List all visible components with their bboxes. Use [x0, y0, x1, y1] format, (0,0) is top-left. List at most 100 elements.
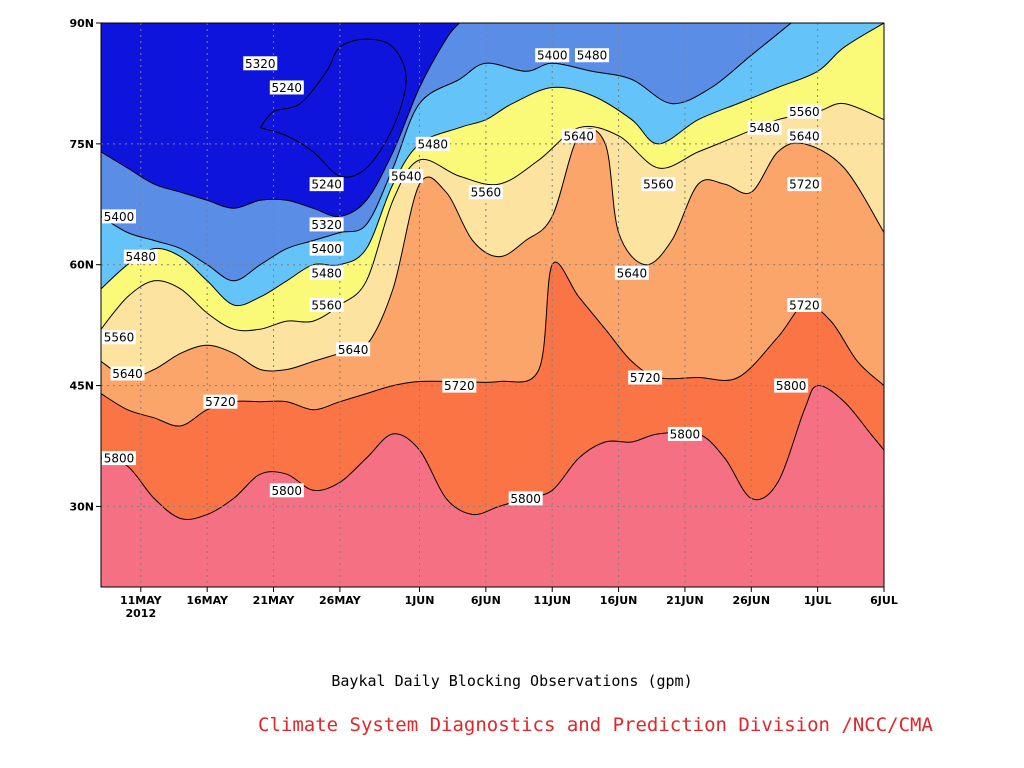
contour-label-bg — [102, 451, 136, 466]
contour-label: 5800 — [272, 484, 303, 498]
contour-label-group: 5400 — [535, 48, 570, 63]
contour-label-group: 5320 — [309, 217, 344, 232]
contour-label: 5560 — [311, 299, 342, 313]
contour-line-5320 — [101, 23, 460, 218]
contour-label: 5720 — [789, 299, 820, 313]
fill-trough-5240 — [260, 39, 407, 178]
contour-label-bg — [442, 378, 477, 393]
contour-label-group: 5800 — [269, 483, 304, 498]
contour-label: 5800 — [104, 452, 135, 466]
contour-label: 5480 — [577, 49, 608, 63]
contour-label-bg — [508, 491, 543, 506]
x-tick-label: 6JUN — [471, 594, 501, 607]
x-tick-label: 11JUN — [533, 594, 571, 607]
contour-label-group: 5320 — [243, 56, 278, 71]
contour-label: 5640 — [617, 266, 648, 280]
contour-line-5560 — [101, 102, 884, 332]
contour-label-group: 5560 — [641, 177, 676, 192]
contour-label-group: 5560 — [309, 298, 344, 313]
contour-label: 5480 — [418, 137, 449, 151]
contour-label-group: 5640 — [110, 366, 145, 381]
contour-label-group: 5720 — [442, 378, 477, 393]
contour-label: 5720 — [630, 371, 661, 385]
contour-label-bg — [102, 330, 136, 345]
contour-label-group: 5720 — [203, 394, 238, 409]
contour-label: 5480 — [311, 266, 342, 280]
contour-label: 5560 — [643, 178, 674, 192]
contour-label-bg — [628, 370, 663, 385]
contour-label-bg — [787, 128, 822, 143]
contour-label: 5640 — [338, 343, 369, 357]
contour-label-bg — [309, 298, 344, 312]
contour-label-bg — [787, 177, 822, 192]
contour-label: 5800 — [670, 427, 701, 441]
contour-label-group: 5800 — [667, 426, 702, 441]
contour-label: 5560 — [789, 105, 820, 119]
contour-label: 5480 — [749, 121, 780, 135]
x-tick-label: 21JUN — [666, 594, 704, 607]
contour-label-bg — [415, 136, 450, 151]
contour-label-group: 5560 — [102, 330, 136, 345]
contour-label-bg — [102, 209, 136, 224]
contour-label-group: 5480 — [747, 120, 782, 135]
x-tick-year: 2012 — [126, 607, 157, 620]
contour-label-bg — [774, 378, 809, 393]
contour-label-group: 5800 — [102, 451, 136, 466]
contour-label: 5240 — [311, 178, 342, 192]
chart-subtitle: Baykal Daily Blocking Observations (gpm) — [331, 672, 693, 690]
contour-label: 5720 — [789, 178, 820, 192]
contour-label-group: 5560 — [787, 104, 822, 119]
contour-labels: 5240 5240 5320 5320 5400 5400 5400 5480 5480 5480… — [102, 48, 822, 506]
contour-label-group: 5400 — [309, 241, 344, 256]
contour-line-5800 — [101, 385, 884, 520]
contour-label-bg — [203, 394, 238, 409]
contour-label: 5640 — [112, 367, 143, 381]
contour-label-bg — [667, 426, 702, 441]
x-tick-label: 16JUN — [600, 594, 638, 607]
contour-label: 5400 — [537, 49, 568, 63]
x-tick-label: 26MAY — [319, 594, 362, 607]
y-tick-label: 90N — [69, 17, 94, 30]
contour-line-5480 — [101, 23, 884, 307]
contour-label: 5720 — [444, 379, 475, 393]
contour-line-5400 — [101, 23, 792, 282]
contour-label-group: 5560 — [468, 185, 503, 200]
y-tick-label: 45N — [69, 380, 94, 393]
plot-frame — [100, 22, 885, 588]
x-tick-label: 1JUN — [405, 594, 435, 607]
contour-label-bg — [309, 265, 344, 280]
contour-label-group: 5720 — [787, 177, 822, 192]
contour-label-bg — [614, 265, 649, 280]
contour-label-bg — [269, 483, 304, 498]
contour-label-group: 5720 — [787, 298, 822, 313]
contour-label-group: 5240 — [309, 177, 344, 192]
contour-label: 5640 — [391, 170, 422, 184]
contour-label-group: 5800 — [508, 491, 543, 506]
contour-label: 5400 — [311, 242, 342, 256]
credit-line: Climate System Diagnostics and Predictio… — [258, 714, 933, 736]
contour-label-bg — [787, 298, 822, 312]
contour-label-bg — [336, 342, 371, 357]
contour-label: 5320 — [245, 57, 276, 71]
x-tick-label: 26JUN — [733, 594, 771, 607]
contour-label: 5480 — [126, 250, 157, 264]
y-tick-label: 75N — [69, 138, 94, 151]
contour-label: 5240 — [272, 81, 303, 95]
contour-label: 5640 — [563, 129, 594, 143]
x-tick-label: 1JUL — [804, 594, 832, 607]
contour-label-bg — [535, 48, 570, 63]
x-tick-label: 11MAY — [120, 594, 163, 607]
contour-label-bg — [575, 48, 610, 63]
contour-fills — [101, 23, 884, 587]
contour-label-bg — [468, 185, 503, 200]
contour-label: 5400 — [104, 210, 135, 224]
x-tick-label: 6JUL — [870, 594, 898, 607]
contour-line-5240 — [259, 38, 407, 178]
contour-label-group: 5480 — [123, 249, 158, 264]
contour-label: 5800 — [510, 492, 541, 506]
y-tick-label: 30N — [69, 500, 94, 513]
contour-label-bg — [389, 169, 424, 184]
contour-label-bg — [110, 366, 145, 381]
contour-label-bg — [309, 217, 344, 232]
